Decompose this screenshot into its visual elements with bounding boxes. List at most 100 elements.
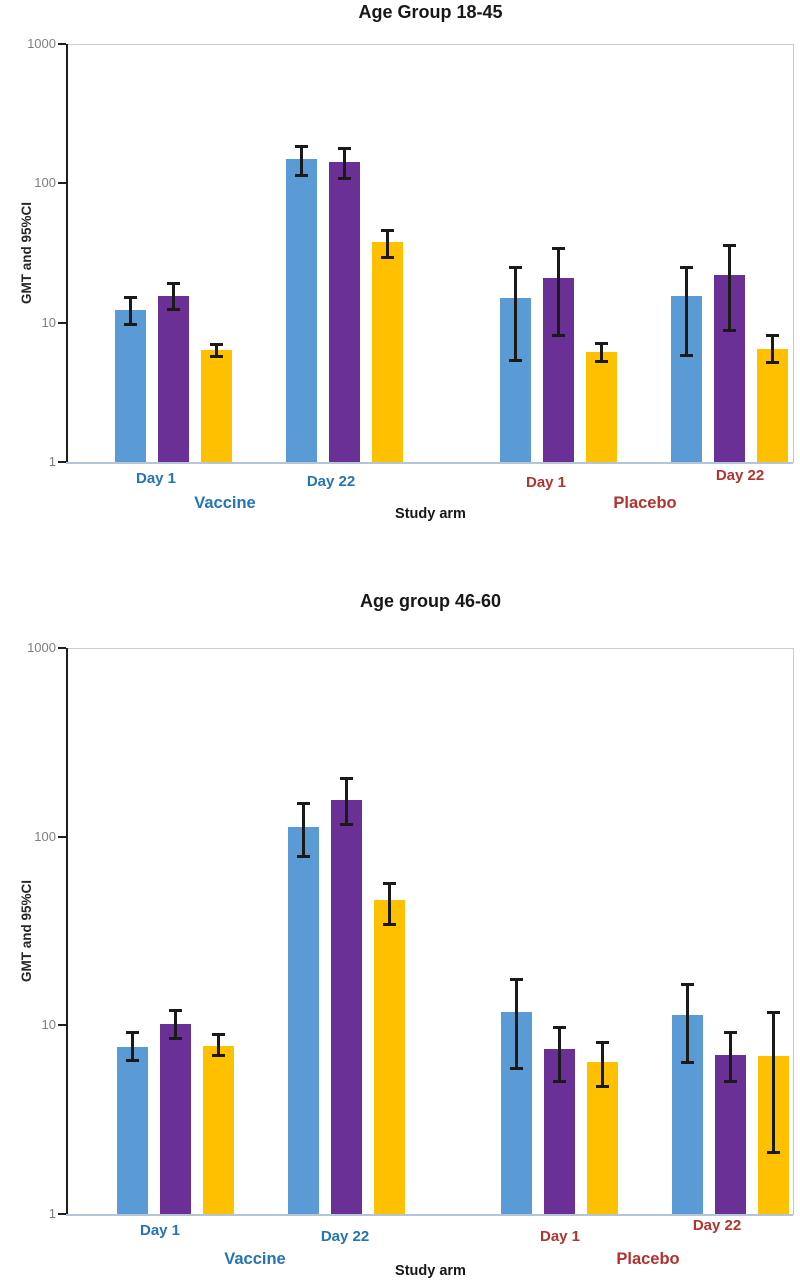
y-tick-label: 10 bbox=[41, 1017, 56, 1033]
error-bar-blue-day22-placebo bbox=[686, 984, 689, 1064]
error-bar-cap-top bbox=[124, 295, 137, 299]
y-axis-title: GMT and 95%CI bbox=[19, 880, 34, 983]
y-tick-label: 1000 bbox=[27, 640, 56, 655]
x-tick-label-day1-vaccine: Day 1 bbox=[135, 470, 177, 487]
error-bar-yellow-day1-placebo bbox=[601, 1041, 604, 1088]
x-tick-label-day1-placebo: Day 1 bbox=[525, 474, 567, 491]
error-bar-blue-day22-vaccine bbox=[300, 146, 303, 176]
error-bar-cap-top bbox=[767, 1011, 780, 1015]
error-bar-cap-top bbox=[210, 343, 223, 347]
bar-yellow-day22-placebo bbox=[757, 348, 788, 462]
error-bar-blue-day1-vaccine bbox=[129, 296, 132, 325]
bar-purple-day22-vaccine bbox=[329, 161, 360, 462]
error-bar-cap-bottom bbox=[126, 1058, 139, 1062]
error-bar-cap-top bbox=[595, 342, 608, 346]
error-bar-yellow-day22-placebo bbox=[772, 1012, 775, 1154]
x-tick-label-day22-placebo: Day 22 bbox=[715, 467, 765, 484]
error-bar-purple-day1-vaccine bbox=[172, 282, 175, 310]
y-tick-label: 100 bbox=[34, 828, 56, 844]
error-bar-purple-day22-placebo bbox=[728, 245, 731, 332]
x-tick-label-day1-vaccine: Day 1 bbox=[139, 1222, 181, 1239]
error-bar-cap-bottom bbox=[167, 307, 180, 311]
x-axis-title: Study arm bbox=[395, 1263, 466, 1279]
x-tick-label-day22-placebo: Day 22 bbox=[692, 1217, 742, 1234]
bar-purple-day22-vaccine bbox=[331, 799, 362, 1214]
error-bar-blue-day22-placebo bbox=[685, 267, 688, 356]
error-bar-cap-bottom bbox=[169, 1036, 182, 1040]
bar-yellow-day1-placebo bbox=[586, 351, 617, 462]
error-bar-cap-top bbox=[126, 1031, 139, 1035]
error-bar-blue-day22-vaccine bbox=[302, 803, 305, 858]
error-bar-yellow-day1-placebo bbox=[600, 343, 603, 363]
error-bar-cap-bottom bbox=[766, 361, 779, 365]
error-bar-cap-top bbox=[212, 1032, 225, 1036]
error-bar-yellow-day1-vaccine bbox=[215, 344, 218, 357]
error-bar-cap-bottom bbox=[552, 334, 565, 338]
bar-yellow-day1-vaccine bbox=[201, 349, 232, 462]
y-axis-tick bbox=[58, 1024, 66, 1027]
error-bar-cap-bottom bbox=[681, 1061, 694, 1065]
bar-purple-day1-vaccine bbox=[158, 296, 189, 462]
error-bar-cap-top bbox=[766, 334, 779, 338]
x-axis-title: Study arm bbox=[395, 506, 466, 522]
y-axis-tick bbox=[58, 182, 66, 185]
error-bar-cap-bottom bbox=[723, 329, 736, 333]
error-bar-cap-top bbox=[295, 145, 308, 149]
error-bar-cap-bottom bbox=[340, 823, 353, 827]
error-bar-blue-day1-placebo bbox=[514, 267, 517, 362]
y-axis-title: GMT and 95%CI bbox=[19, 202, 34, 305]
y-tick-label: 10 bbox=[41, 314, 56, 330]
plot-frame bbox=[68, 44, 794, 463]
y-axis-tick bbox=[58, 321, 66, 324]
y-tick-label: 1 bbox=[48, 1206, 56, 1221]
error-bar-purple-day22-vaccine bbox=[345, 777, 348, 826]
error-bar-cap-top bbox=[169, 1009, 182, 1013]
y-axis bbox=[66, 44, 68, 464]
error-bar-purple-day1-vaccine bbox=[174, 1010, 177, 1039]
error-bar-purple-day22-placebo bbox=[729, 1032, 732, 1083]
bar-blue-day1-vaccine bbox=[117, 1046, 148, 1214]
error-bar-blue-day1-placebo bbox=[515, 979, 518, 1069]
error-bar-cap-top bbox=[297, 802, 310, 806]
error-bar-cap-top bbox=[381, 229, 394, 233]
error-bar-purple-day1-placebo bbox=[557, 247, 560, 337]
error-bar-cap-top bbox=[383, 881, 396, 885]
error-bar-cap-top bbox=[723, 244, 736, 248]
error-bar-yellow-day1-vaccine bbox=[217, 1033, 220, 1056]
x-tick-label-day22-vaccine: Day 22 bbox=[320, 1228, 370, 1245]
error-bar-cap-bottom bbox=[297, 855, 310, 859]
bar-yellow-day22-vaccine bbox=[372, 241, 403, 462]
error-bar-cap-top bbox=[681, 983, 694, 987]
arm-label-placebo: Placebo bbox=[613, 494, 677, 512]
error-bar-cap-bottom bbox=[680, 353, 693, 357]
y-tick-label: 1 bbox=[48, 454, 56, 469]
error-bar-cap-top bbox=[724, 1031, 737, 1035]
error-bar-cap-top bbox=[510, 978, 523, 982]
error-bar-cap-bottom bbox=[595, 360, 608, 364]
error-bar-cap-bottom bbox=[295, 173, 308, 177]
bar-yellow-day1-vaccine bbox=[203, 1045, 234, 1214]
error-bar-cap-bottom bbox=[383, 923, 396, 927]
y-tick-label: 100 bbox=[34, 175, 56, 191]
error-bar-cap-bottom bbox=[596, 1085, 609, 1089]
error-bar-cap-top bbox=[340, 776, 353, 780]
error-bar-cap-bottom bbox=[724, 1080, 737, 1084]
bar-blue-day22-vaccine bbox=[286, 158, 317, 462]
x-tick-label-day22-vaccine: Day 22 bbox=[306, 473, 356, 490]
x-axis bbox=[66, 462, 793, 464]
error-bar-cap-bottom bbox=[510, 1066, 523, 1070]
error-bar-cap-top bbox=[167, 281, 180, 285]
error-bar-cap-bottom bbox=[210, 354, 223, 358]
chart-title: Age group 46-60 bbox=[359, 591, 502, 611]
error-bar-cap-bottom bbox=[767, 1151, 780, 1155]
error-bar-yellow-day22-vaccine bbox=[386, 230, 389, 259]
bar-yellow-day22-vaccine bbox=[374, 900, 405, 1214]
error-bar-cap-bottom bbox=[553, 1080, 566, 1084]
error-bar-cap-top bbox=[338, 146, 351, 150]
y-axis-tick bbox=[58, 835, 66, 838]
error-bar-cap-top bbox=[680, 266, 693, 270]
y-axis bbox=[66, 648, 68, 1216]
chart-title: Age Group 18-45 bbox=[358, 2, 503, 22]
x-axis bbox=[66, 1214, 793, 1216]
